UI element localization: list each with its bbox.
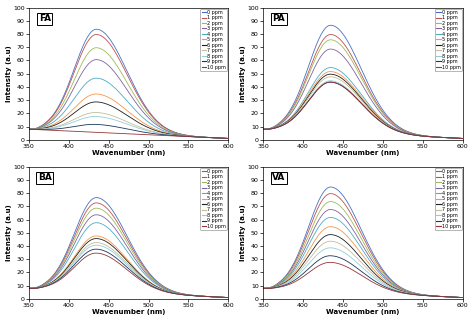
Legend: 0 ppm, 1 ppm, 2 ppm, 3 ppm, 4 ppm, 5 ppm, 6 ppm, 7 ppm, 8 ppm, 9 ppm, 10 ppm: 0 ppm, 1 ppm, 2 ppm, 3 ppm, 4 ppm, 5 ppm…: [201, 9, 228, 71]
X-axis label: Wavenumber (nm): Wavenumber (nm): [326, 309, 400, 316]
Legend: 0 ppm, 1 ppm, 2 ppm, 3 ppm, 4 ppm, 5 ppm, 6 ppm, 7 ppm, 8 ppm, 9 ppm, 10 ppm: 0 ppm, 1 ppm, 2 ppm, 3 ppm, 4 ppm, 5 ppm…: [201, 168, 228, 230]
Text: VA: VA: [272, 173, 286, 182]
X-axis label: Wavenumber (nm): Wavenumber (nm): [92, 309, 165, 316]
Y-axis label: Intensity (a.u): Intensity (a.u): [240, 45, 246, 102]
Y-axis label: Intensity (a.u): Intensity (a.u): [240, 204, 246, 261]
Text: PA: PA: [273, 14, 285, 23]
Y-axis label: Intensity (a.u): Intensity (a.u): [6, 45, 11, 102]
Legend: 0 ppm, 1 ppm, 2 ppm, 3 ppm, 4 ppm, 5 ppm, 6 ppm, 7 ppm, 8 ppm, 9 ppm, 10 ppm: 0 ppm, 1 ppm, 2 ppm, 3 ppm, 4 ppm, 5 ppm…: [435, 168, 462, 230]
Text: FA: FA: [39, 14, 51, 23]
Legend: 0 ppm, 1 ppm, 2 ppm, 3 ppm, 4 ppm, 5 ppm, 6 ppm, 7 ppm, 8 ppm, 9 ppm, 10 ppm: 0 ppm, 1 ppm, 2 ppm, 3 ppm, 4 ppm, 5 ppm…: [435, 9, 462, 71]
Y-axis label: Intensity (a.u): Intensity (a.u): [6, 204, 11, 261]
X-axis label: Wavenumber (nm): Wavenumber (nm): [326, 150, 400, 156]
Text: BA: BA: [38, 173, 52, 182]
X-axis label: Wavenumber (nm): Wavenumber (nm): [92, 150, 165, 156]
